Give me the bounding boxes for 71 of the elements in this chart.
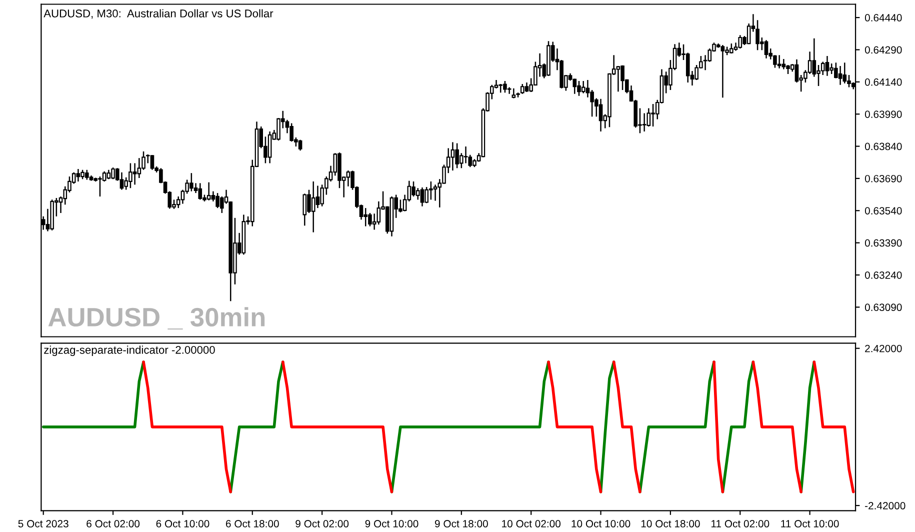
candlestick [524,82,529,93]
candlestick [316,185,320,209]
candlestick [646,108,651,128]
y-tick-label: 0.63090 [864,304,902,312]
candlestick [794,58,799,84]
chart-title: zigzag-separate-indicator -2.00000 [44,346,215,356]
candlestick [842,62,847,84]
candlestick [838,65,842,86]
candlestick [102,170,106,182]
candlestick [346,170,350,188]
x-tick-label: 6 Oct 02:00 [86,520,140,528]
candlestick [132,162,137,186]
x-tick-label: 9 Oct 10:00 [365,520,418,528]
y-tick-label: 0.63990 [864,110,902,118]
candlestick [820,61,825,76]
y-tick-label: 0.63840 [864,142,902,150]
x-tick-label: 6 Oct 18:00 [226,520,279,528]
candlestick [76,168,80,182]
candlestick [120,172,124,190]
candlestick [642,112,646,132]
x-tick-label: 10 Oct 10:00 [572,520,630,528]
y-tick-label: 0.63540 [864,207,902,214]
y-tick-label: -2.42000 [865,502,906,510]
candlestick [738,34,742,50]
candlestick [364,207,368,227]
candlestick [812,38,816,78]
candlestick [84,169,89,180]
candlestick [433,184,438,202]
x-tick-label: 11 Oct 02:00 [711,520,770,528]
candlestick [507,86,512,95]
candlestick [137,157,142,179]
candlestick [106,169,111,180]
candlestick [198,182,202,200]
x-tick-label: 6 Oct 10:00 [156,520,210,528]
y-tick-label: 2.42000 [865,344,902,352]
candlestick [586,79,590,98]
y-tick-label: 0.63240 [864,271,902,279]
candlestick [808,51,812,75]
candlestick [420,186,424,207]
y-tick-label: 0.63690 [864,174,902,182]
annotation: AUDUSD _ 30min [48,307,265,330]
candlestick [206,182,211,201]
x-tick-label: 5 Oct 2023 [18,520,68,528]
candlestick [598,98,603,132]
candlestick [376,200,381,226]
y-tick-label: 0.64440 [864,14,902,22]
y-tick-label: 0.64290 [864,46,902,54]
candlestick [464,146,468,164]
candlestick [302,193,307,226]
candlestick [450,142,455,172]
candlestick [150,154,154,170]
candlestick [520,83,524,95]
candlestick [686,52,690,84]
candlestick [581,80,586,94]
candlestick [746,22,751,45]
y-tick-label: 0.63390 [864,239,902,247]
candlestick [720,44,725,98]
x-tick-label: 9 Oct 18:00 [434,520,488,528]
y-tick-label: 0.64140 [864,78,902,86]
candlestick [764,39,768,59]
chart-title: AUDUSD, M30: Australian Dollar vs US Dollar [44,9,274,19]
candlestick [268,130,272,164]
candlestick [825,55,830,77]
candlestick [616,65,620,92]
candlestick [416,187,420,200]
x-tick-label: 10 Oct 18:00 [641,520,700,528]
candlestick [311,180,316,233]
candlestick [298,139,302,152]
x-tick-label: 9 Oct 02:00 [296,520,349,528]
x-tick-label: 11 Oct 10:00 [781,520,839,528]
x-tick-label: 10 Oct 02:00 [502,520,561,528]
